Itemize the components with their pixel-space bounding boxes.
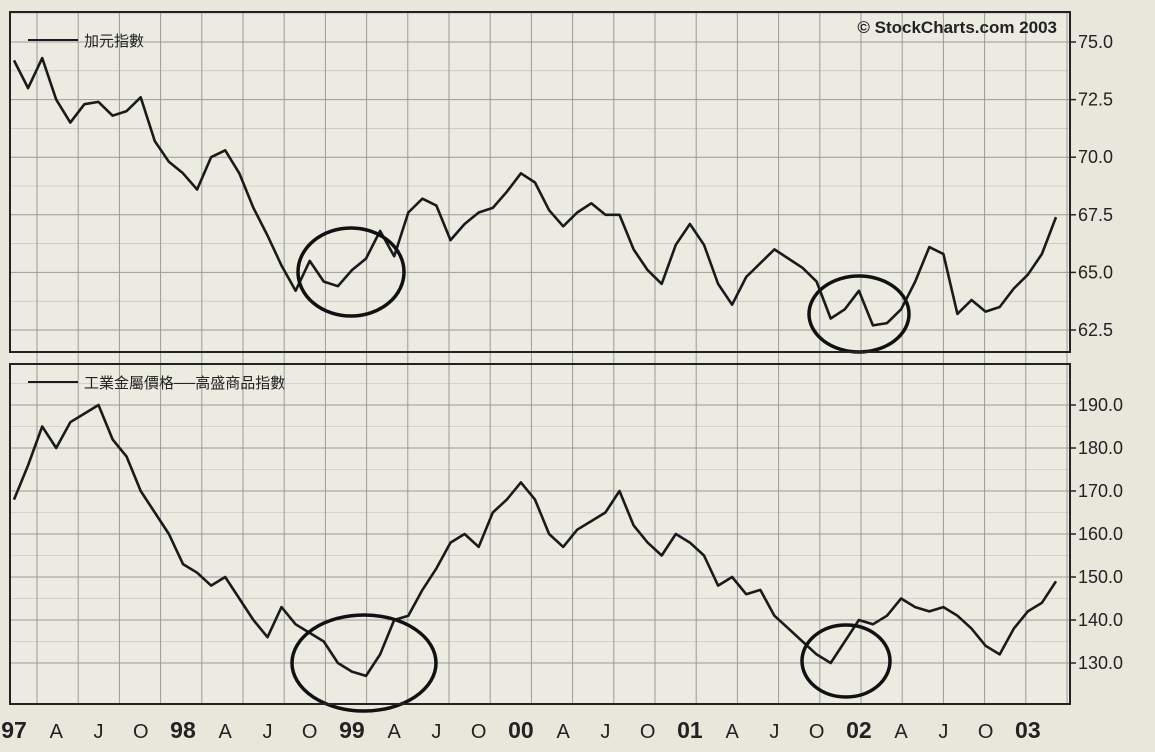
x-tick-label: J [431,721,441,743]
x-tick-label: J [769,721,779,743]
x-tick-label: J [938,721,948,743]
x-tick-label: 00 [508,717,534,743]
x-tick-label: O [809,721,825,743]
x-tick-label: J [93,721,103,743]
x-tick-label: 02 [846,717,872,743]
x-tick-label: 01 [677,717,703,743]
x-tick-label: O [978,721,994,743]
y-tick-label: 140.0 [1078,610,1123,630]
y-tick-label: 130.0 [1078,653,1123,673]
tick-labels: 75.0 72.5 70.0 67.5 65.0 62.5 190.0 180.0 170.0 1… [1,32,1123,743]
y-tick-label: 67.5 [1078,205,1113,225]
x-tick-label: 98 [170,717,196,743]
y-tick-label: 190.0 [1078,395,1123,415]
y-tick-label: 170.0 [1078,481,1123,501]
series-lines [12,56,1058,678]
x-tick-label: O [471,721,487,743]
x-tick-label: A [556,721,570,743]
x-tick-label: A [725,721,739,743]
x-tick-label: O [640,721,656,743]
y-tick-label: 65.0 [1078,262,1113,282]
series-line [12,403,1058,678]
y-tick-label: 160.0 [1078,524,1123,544]
highlight-ellipse [296,226,406,318]
y-tick-label: 72.5 [1078,90,1113,110]
panel-frame [9,11,1071,353]
x-tick-label: A [894,721,908,743]
y-tick-label: 150.0 [1078,567,1123,587]
y-tick-label: 70.0 [1078,147,1113,167]
panel-frames [9,11,1071,705]
legend-top: 加元指數 [28,33,144,50]
legend-bottom-label: 工業金屬價格──高盛商品指數 [84,375,285,392]
y-tick-label: 62.5 [1078,320,1113,340]
x-tick-label: 97 [1,717,27,743]
x-tick-label: O [302,721,318,743]
highlight-ellipse [290,613,438,713]
plot-area-background [10,12,1070,704]
gridlines [10,12,1070,704]
legend-top-label: 加元指數 [84,33,144,50]
x-tick-label: 99 [339,717,365,743]
x-tick-label: O [133,721,149,743]
x-tick-label: J [262,721,272,743]
x-tick-label: A [388,721,402,743]
y-tick-label: 75.0 [1078,32,1113,52]
legend-bottom: 工業金屬價格──高盛商品指數 [28,375,285,392]
copyright-text: © StockCharts.com 2003 [857,18,1057,37]
x-tick-label: A [219,721,233,743]
x-tick-label: 03 [1015,717,1041,743]
panel-frame [9,363,1071,705]
highlight-ellipse [800,623,892,699]
x-tick-label: J [600,721,610,743]
y-tick-label: 180.0 [1078,438,1123,458]
x-tick-label: A [50,721,64,743]
series-line [12,56,1058,327]
